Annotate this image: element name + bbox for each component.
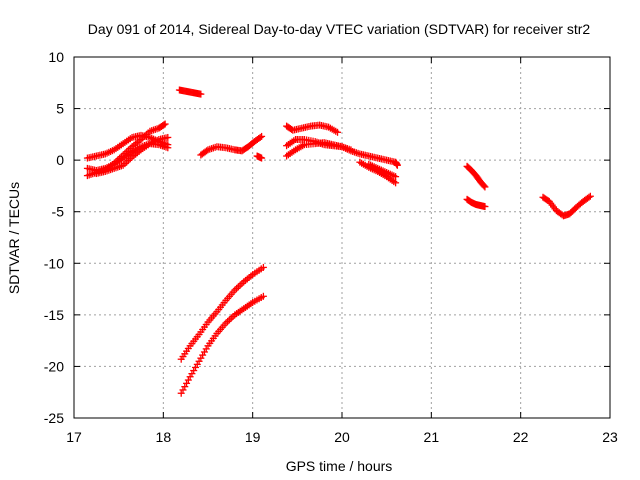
y-tick-label: 5 <box>56 101 64 117</box>
x-tick-label: 23 <box>602 429 618 445</box>
series-arc-q <box>463 195 489 211</box>
data-point <box>258 154 266 162</box>
series-arc-f <box>197 132 266 159</box>
series-arc-h <box>177 263 267 363</box>
chart-title: Day 091 of 2014, Sidereal Day-to-day VTE… <box>88 21 591 37</box>
series-arc-m <box>338 143 401 169</box>
y-axis-label: SDTVAR / TECUs <box>6 182 22 294</box>
y-tick-label: -10 <box>44 255 64 271</box>
x-tick-label: 19 <box>245 429 261 445</box>
data-point <box>160 121 168 129</box>
series-arc-d <box>92 133 172 178</box>
data-point <box>258 132 266 140</box>
y-tick-label: -20 <box>44 358 64 374</box>
series-arc-b <box>83 131 172 162</box>
data-point <box>334 128 342 136</box>
data-point <box>256 133 264 141</box>
series-arc-o <box>365 160 400 181</box>
data-points <box>83 86 594 397</box>
grid-lines <box>74 57 610 418</box>
data-point <box>197 90 205 98</box>
axis-ticks: 17 18 19 20 21 22 23 -25 -20 -15 -10 -5 0 5 10 <box>44 49 618 445</box>
data-point <box>259 292 267 300</box>
data-point <box>164 144 172 152</box>
data-point <box>586 192 594 200</box>
data-point <box>392 179 400 187</box>
series-arc-i <box>177 292 267 397</box>
data-point <box>161 120 169 128</box>
y-tick-label: 10 <box>48 49 64 65</box>
x-tick-label: 18 <box>156 429 172 445</box>
series-arc-j <box>283 121 342 136</box>
x-tick-label: 21 <box>424 429 440 445</box>
series-arc-r <box>539 192 594 220</box>
y-tick-label: -25 <box>44 410 64 426</box>
series-arc-c <box>83 140 172 174</box>
data-point <box>164 133 172 141</box>
plot-frame <box>73 56 611 419</box>
x-tick-label: 20 <box>334 429 350 445</box>
data-point <box>481 203 489 211</box>
series-arc-p <box>463 162 489 191</box>
data-point <box>481 183 489 191</box>
x-tick-label: 17 <box>66 429 82 445</box>
data-point <box>203 147 211 155</box>
data-point <box>259 263 267 271</box>
x-tick-label: 22 <box>513 429 529 445</box>
y-tick-label: -15 <box>44 307 64 323</box>
series-arc-g <box>253 152 266 162</box>
x-axis-label: GPS time / hours <box>286 458 393 474</box>
y-tick-label: -5 <box>52 204 65 220</box>
data-point <box>393 161 401 169</box>
data-point <box>585 193 593 201</box>
series-arc-e <box>175 86 205 98</box>
data-point <box>392 173 400 181</box>
data-point <box>480 182 488 190</box>
y-tick-label: 0 <box>56 152 64 168</box>
